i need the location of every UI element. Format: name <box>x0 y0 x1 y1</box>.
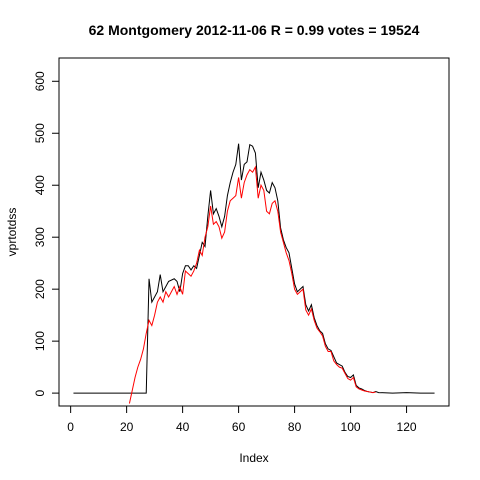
x-tick-label: 40 <box>176 420 190 434</box>
series-line-1 <box>73 143 435 394</box>
x-axis: 0 20 40 60 80 100 120 <box>67 405 417 434</box>
y-tick-label: 0 <box>33 389 47 396</box>
plot-box <box>58 57 450 407</box>
x-tick-label: 0 <box>67 420 74 434</box>
series-layer <box>73 143 435 404</box>
y-tick-label: 500 <box>33 123 47 143</box>
x-tick-label: 100 <box>341 420 361 434</box>
x-tick-label: 120 <box>397 420 417 434</box>
y-axis: 0 100 200 300 400 500 600 <box>33 71 60 396</box>
y-tick-label: 100 <box>33 331 47 351</box>
y-tick-label: 200 <box>33 279 47 299</box>
x-tick-label: 60 <box>232 420 246 434</box>
x-tick-label: 20 <box>120 420 134 434</box>
y-tick-label: 300 <box>33 227 47 247</box>
chart-title: 62 Montgomery 2012-11-06 R = 0.99 votes … <box>89 22 420 38</box>
x-tick-label: 80 <box>288 420 302 434</box>
x-axis-label: Index <box>239 451 268 465</box>
y-tick-label: 600 <box>33 71 47 91</box>
series-line-2 <box>128 165 376 404</box>
y-axis-label: vprtotdss <box>5 208 19 257</box>
y-tick-label: 400 <box>33 175 47 195</box>
